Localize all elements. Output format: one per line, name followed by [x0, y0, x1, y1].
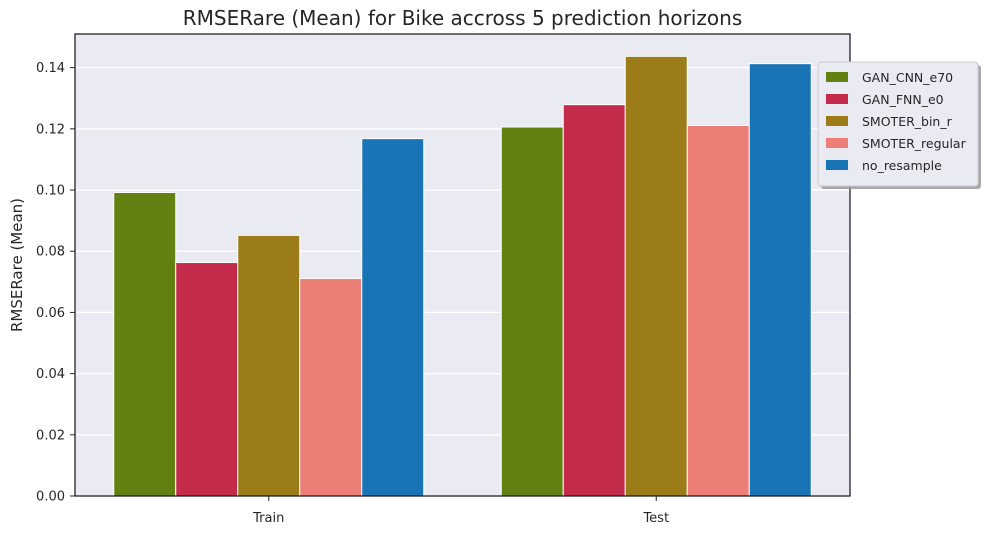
y-tick-label: 0.06: [36, 306, 65, 321]
bar: [562, 104, 626, 497]
legend-label: no_resample: [862, 158, 942, 173]
legend-swatch: [826, 72, 848, 82]
bar: [299, 277, 363, 497]
legend-box: [817, 61, 979, 187]
y-tick-label: 0.08: [36, 245, 65, 260]
bars: [113, 55, 812, 497]
x-tick-label: Train: [252, 511, 284, 526]
x-tick-label: Test: [642, 511, 669, 526]
bar: [237, 234, 301, 497]
bar: [748, 63, 812, 497]
legend-swatch: [826, 94, 848, 104]
y-tick-label: 0.00: [36, 490, 65, 505]
bar: [500, 126, 564, 497]
legend-label: GAN_FNN_e0: [862, 92, 944, 107]
y-tick-label: 0.02: [36, 428, 65, 443]
legend-label: GAN_CNN_e70: [862, 70, 953, 85]
legend-swatch: [826, 138, 848, 148]
legend-label: SMOTER_regular: [862, 136, 967, 151]
legend-label: SMOTER_bin_r: [862, 114, 953, 129]
x-axis-ticks: Train Test: [252, 496, 669, 526]
y-tick-label: 0.10: [36, 184, 65, 199]
y-axis-label: RMSERare (Mean): [8, 198, 26, 332]
bar: [686, 124, 750, 497]
bar: [624, 55, 688, 497]
legend-swatch: [826, 116, 848, 126]
y-tick-label: 0.14: [36, 61, 65, 76]
y-tick-label: 0.04: [36, 367, 65, 382]
legend: GAN_CNN_e70 GAN_FNN_e0 SMOTER_bin_r SMOTER_…: [817, 61, 981, 189]
y-tick-label: 0.12: [36, 122, 65, 137]
bar: [113, 191, 177, 497]
legend-swatch: [826, 160, 848, 170]
bar: [175, 262, 239, 497]
y-axis-ticks: 0.00 0.02 0.04 0.06 0.08 0.10 0.12 0.14: [36, 61, 75, 505]
chart-title: RMSERare (Mean) for Bike accross 5 predi…: [183, 6, 743, 30]
bar: [361, 138, 425, 497]
plot-frame: [74, 33, 851, 497]
